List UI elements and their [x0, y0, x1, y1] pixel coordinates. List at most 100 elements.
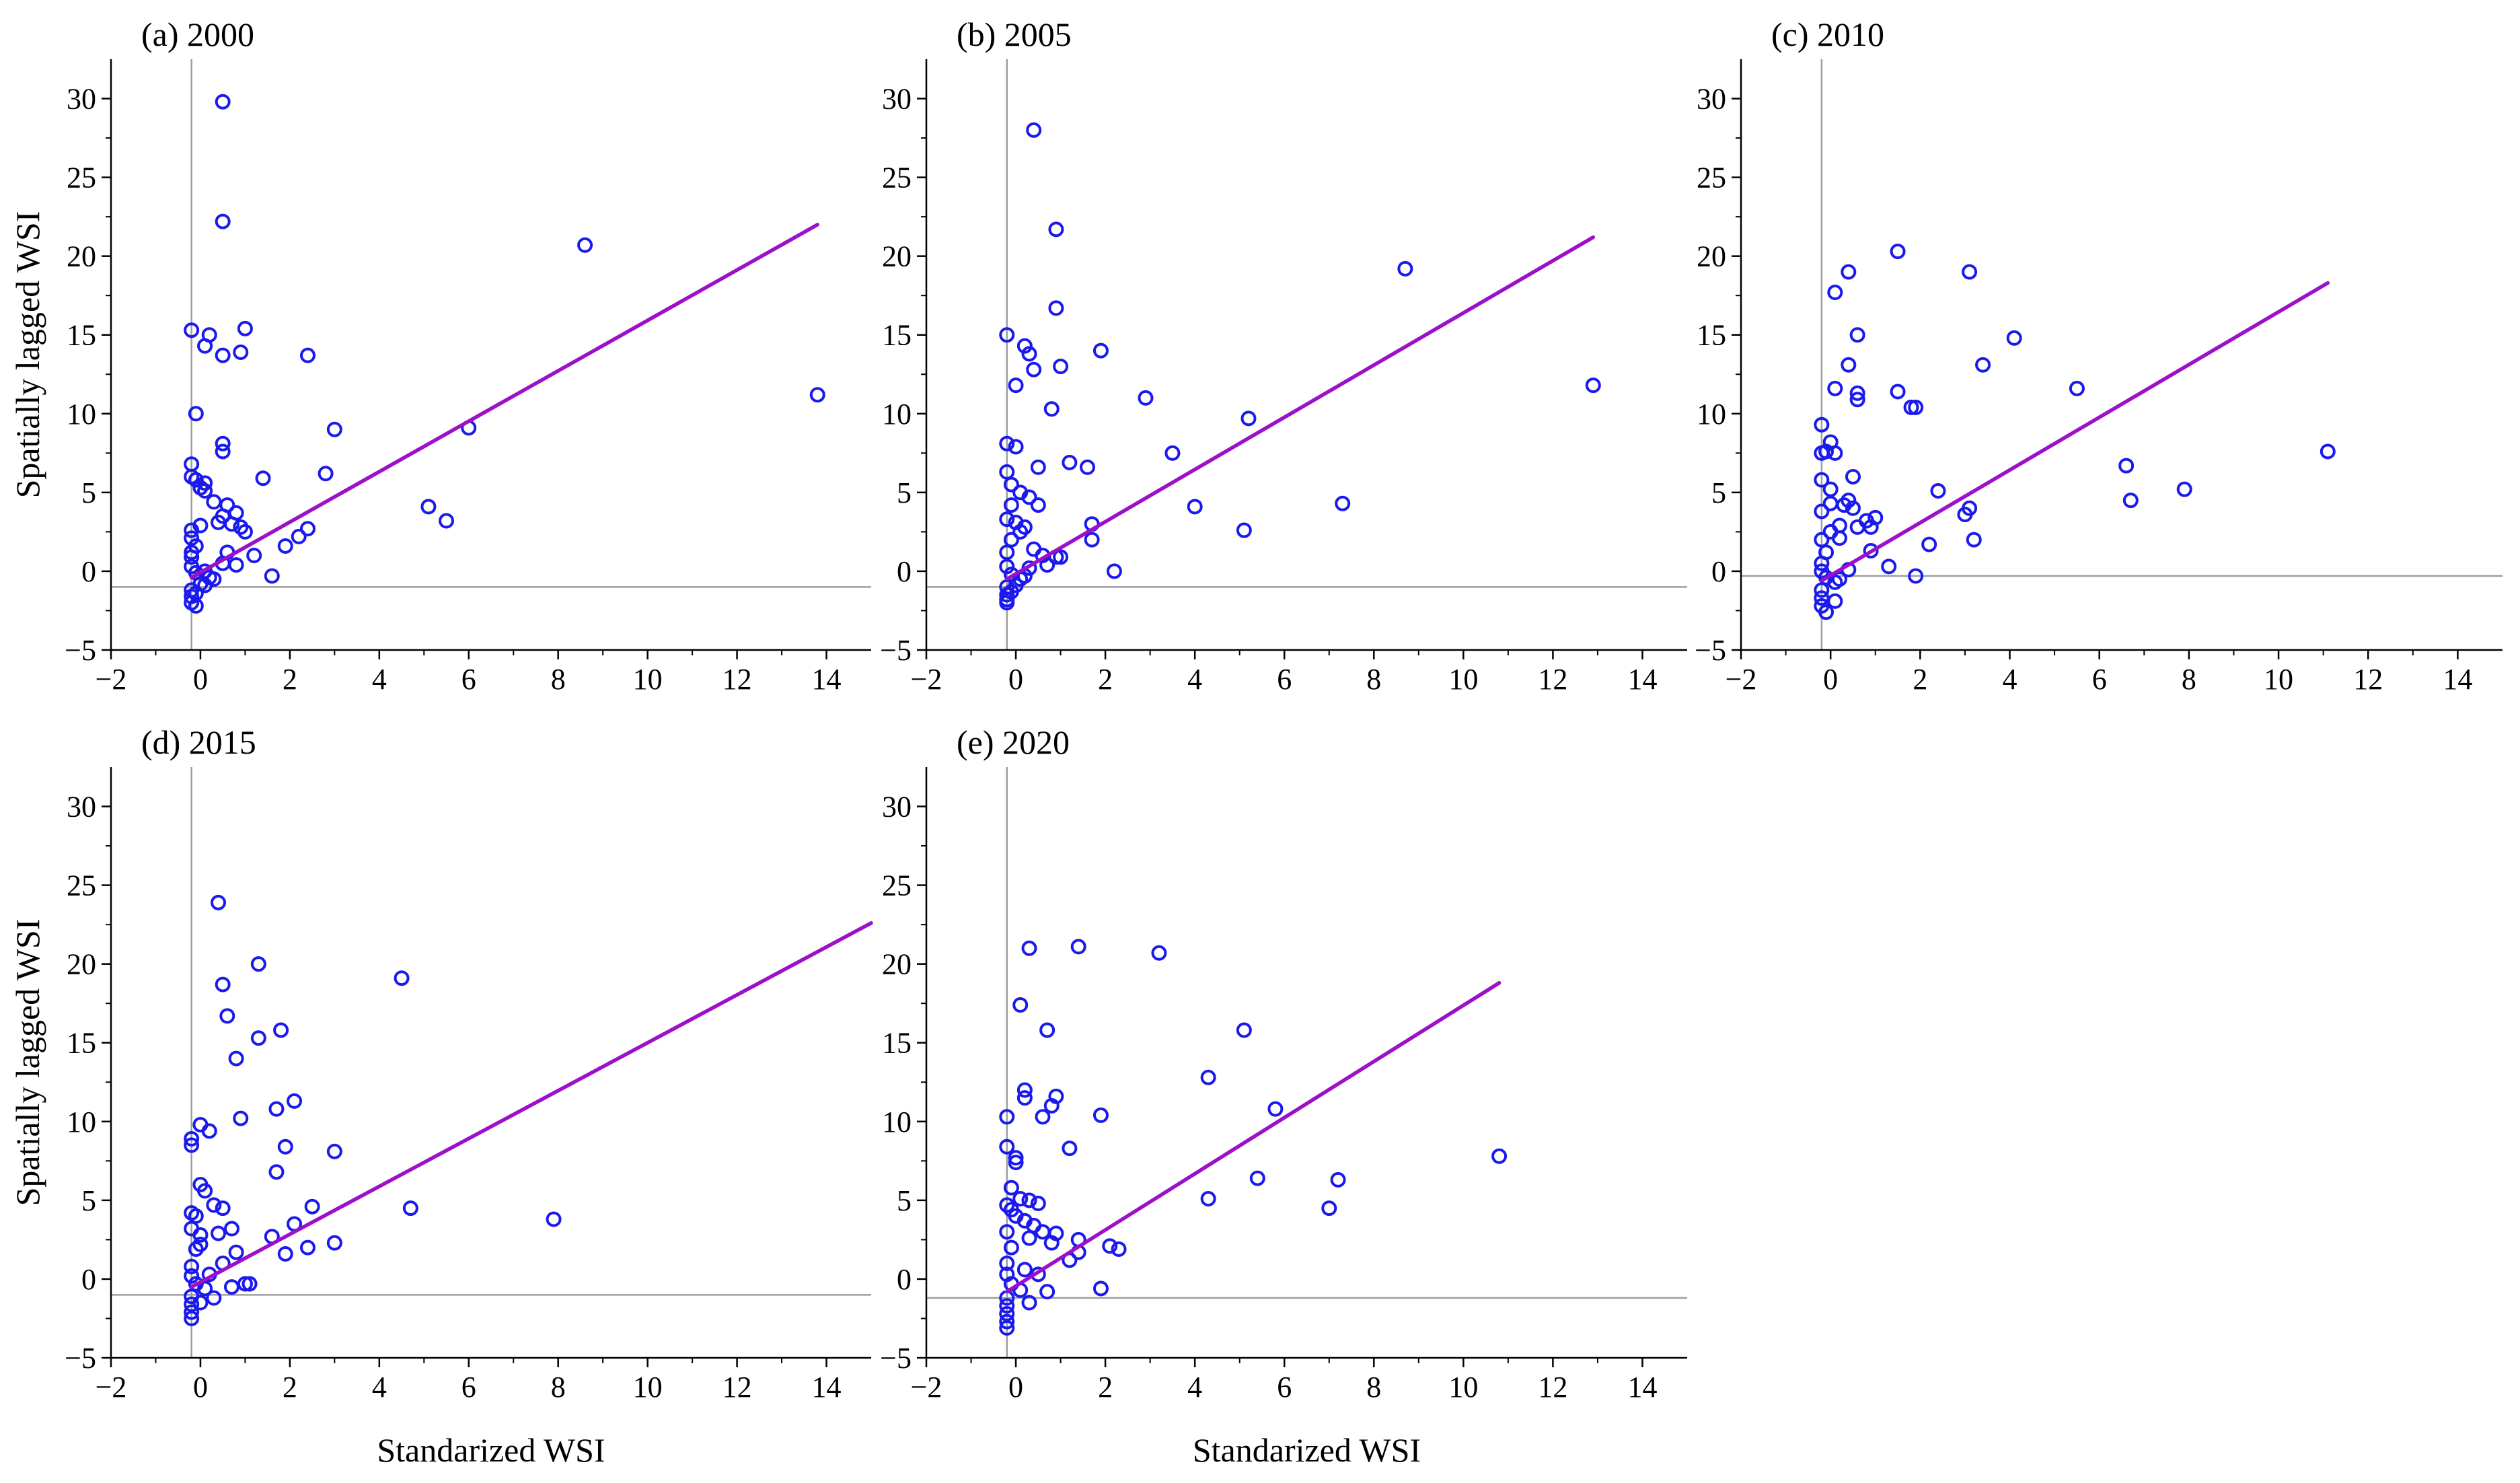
data-point — [1102, 1238, 1118, 1254]
x-tick-label: 0 — [193, 663, 208, 696]
y-tick-label: 25 — [67, 161, 96, 194]
data-point — [201, 1123, 217, 1139]
data-point — [999, 544, 1015, 560]
data-point — [237, 320, 253, 336]
data-point — [577, 237, 593, 253]
data-point — [1267, 1101, 1284, 1117]
data-point — [1012, 1191, 1029, 1207]
data-point — [1039, 1284, 1055, 1300]
data-point — [211, 894, 227, 910]
data-point — [326, 421, 342, 437]
y-tick-label: 20 — [1697, 240, 1726, 273]
data-point — [999, 1138, 1015, 1155]
regression-line — [189, 223, 819, 580]
x-tick-label: 0 — [1008, 1371, 1023, 1404]
data-point — [999, 558, 1015, 575]
data-point — [1043, 1097, 1060, 1114]
data-point — [1814, 503, 1830, 519]
data-point — [1827, 380, 1843, 396]
data-point — [326, 1143, 342, 1159]
data-point — [1836, 497, 1852, 513]
data-point — [197, 1280, 213, 1297]
y-tick-label: −5 — [65, 1342, 96, 1375]
data-point — [1003, 1180, 1019, 1196]
data-point — [1321, 1200, 1337, 1217]
x-tick-label: 2 — [1098, 1371, 1113, 1404]
data-point — [2118, 458, 2135, 474]
y-tick-label: −5 — [880, 634, 912, 667]
data-point — [999, 1109, 1015, 1125]
panel-2: −2 0 2 4 6 8 10 12 14 −5 0 5 10 15 20 25 30 (b) 2005 — [880, 15, 1687, 696]
data-point — [197, 338, 213, 354]
regression-line — [1005, 235, 1596, 581]
y-tick-label: 15 — [882, 319, 912, 352]
data-point — [1092, 1280, 1109, 1297]
data-point — [1053, 359, 1069, 375]
data-point — [1008, 514, 1024, 530]
data-point — [188, 1208, 204, 1224]
data-point — [1048, 300, 1064, 316]
data-point — [291, 528, 307, 544]
data-point — [1003, 497, 1019, 513]
data-point — [233, 344, 249, 360]
panel-title: (c) 2010 — [1771, 15, 1884, 53]
x-tick-label: −2 — [911, 1371, 942, 1404]
data-point — [237, 523, 253, 540]
y-tick-label: 0 — [1711, 555, 1726, 588]
data-point — [264, 568, 280, 584]
data-point — [999, 511, 1015, 528]
data-point — [228, 1244, 244, 1260]
data-point — [184, 544, 200, 560]
x-tick-label: −2 — [96, 663, 127, 696]
data-point — [1841, 357, 1857, 373]
data-point — [1164, 445, 1181, 461]
data-point — [184, 530, 200, 546]
data-point — [184, 1131, 200, 1147]
x-tick-label: 10 — [1448, 663, 1478, 696]
data-point — [1841, 264, 1857, 280]
data-point — [999, 1256, 1015, 1272]
data-point — [1249, 1170, 1265, 1186]
panel-title: (e) 2020 — [957, 723, 1070, 761]
data-point — [299, 1239, 316, 1256]
data-point — [1845, 468, 1861, 484]
x-tick-label: 12 — [722, 1371, 752, 1404]
data-point — [999, 1313, 1015, 1330]
y-tick-label: 30 — [882, 83, 912, 116]
y-tick-label: 10 — [67, 398, 96, 431]
data-point — [188, 472, 204, 488]
data-point — [215, 976, 231, 992]
x-tick-label: 6 — [1277, 1371, 1292, 1404]
x-tick-label: 10 — [633, 1371, 663, 1404]
y-tick-label: 5 — [81, 1184, 96, 1217]
data-point — [219, 1008, 235, 1024]
data-point — [250, 956, 266, 972]
data-point — [1008, 377, 1024, 394]
data-point — [1200, 1069, 1216, 1085]
data-point — [1030, 459, 1046, 475]
data-point — [394, 970, 410, 986]
x-tick-label: 14 — [1627, 663, 1657, 696]
data-point — [999, 435, 1015, 451]
x-tick-label: 12 — [2353, 663, 2383, 696]
x-tick-label: 6 — [461, 663, 476, 696]
data-point — [1921, 536, 1937, 552]
y-tick-label: 5 — [897, 476, 912, 509]
x-tick-label: 8 — [2182, 663, 2196, 696]
x-tick-label: −2 — [911, 663, 942, 696]
x-tick-label: 0 — [193, 1371, 208, 1404]
data-point — [184, 322, 200, 338]
x-tick-label: 10 — [633, 663, 663, 696]
data-point — [1062, 1141, 1078, 1157]
data-point — [2320, 443, 2336, 460]
panel-5: −2 0 2 4 6 8 10 12 14 −5 0 5 10 15 20 25 30 (e) 2020 — [880, 723, 1687, 1404]
x-tick-label: 4 — [372, 1371, 387, 1404]
data-point — [1827, 445, 1843, 461]
data-point — [1092, 342, 1109, 359]
x-tick-label: 10 — [1448, 1371, 1478, 1404]
x-tick-label: 6 — [1277, 663, 1292, 696]
x-axis-label: Standarized WSI — [377, 1431, 605, 1469]
x-tick-label: 0 — [1823, 663, 1838, 696]
data-point — [1831, 530, 1847, 546]
y-tick-label: 5 — [897, 1184, 912, 1217]
